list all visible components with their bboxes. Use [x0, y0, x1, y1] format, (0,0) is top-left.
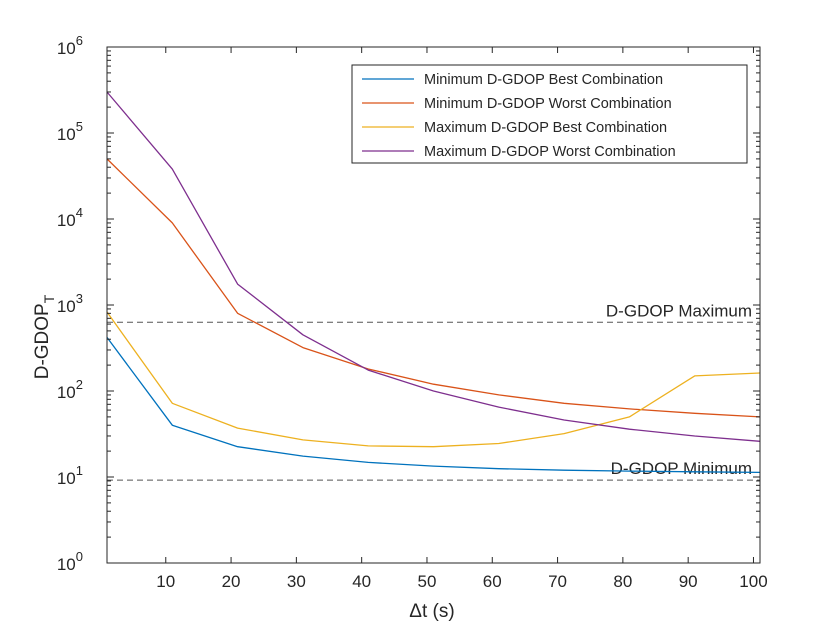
y-tick-exponent: 6 — [76, 33, 83, 48]
y-tick-exponent: 0 — [76, 549, 83, 564]
x-axis-label: Δt (s) — [409, 601, 454, 622]
y-tick-exponent: 5 — [76, 119, 83, 134]
series-line-2 — [106, 158, 761, 418]
x-tick-label: 100 — [739, 572, 767, 591]
reference-label-maximum: D-GDOP Maximum — [606, 301, 752, 320]
y-axis-label-subscript: T — [41, 294, 57, 303]
y-tick-base: 10 — [57, 469, 76, 488]
y-tick-label: 100 — [57, 549, 83, 574]
y-axis-label-main: D-GDOP — [32, 303, 53, 379]
series-line-4 — [106, 91, 761, 442]
y-axis-label: D-GDOPT — [32, 294, 57, 379]
reference-lines: D-GDOP Maximum D-GDOP Minimum — [107, 301, 760, 481]
y-tick-base: 10 — [57, 39, 76, 58]
legend-label: Maximum D-GDOP Worst Combination — [424, 144, 676, 160]
y-tick-label: 102 — [57, 377, 83, 402]
y-tick-exponent: 4 — [76, 205, 83, 220]
y-tick-base: 10 — [57, 125, 76, 144]
y-tick-base: 10 — [57, 383, 76, 402]
series-line-1 — [106, 337, 761, 474]
y-tick-label: 101 — [57, 463, 83, 488]
y-tick-exponent: 2 — [76, 377, 83, 392]
x-tick-label: 30 — [287, 572, 306, 591]
legend-label: Minimum D-GDOP Best Combination — [424, 72, 663, 88]
y-tick-exponent: 1 — [76, 463, 83, 478]
series-line-3 — [106, 311, 761, 448]
y-tick-base: 10 — [57, 211, 76, 230]
x-tick-label: 10 — [156, 572, 175, 591]
x-tick-label: 40 — [352, 572, 371, 591]
x-tick-label: 60 — [483, 572, 502, 591]
y-tick-label: 106 — [57, 33, 83, 58]
reference-label-minimum: D-GDOP Minimum — [611, 459, 752, 478]
x-tick-label: 50 — [418, 572, 437, 591]
x-tick-label: 80 — [613, 572, 632, 591]
y-tick-label: 104 — [57, 205, 83, 230]
y-tick-label: 105 — [57, 119, 83, 144]
legend-label: Maximum D-GDOP Best Combination — [424, 120, 667, 136]
y-tick-exponent: 3 — [76, 291, 83, 306]
y-tick-base: 10 — [57, 555, 76, 574]
axes: 10 20 30 40 50 60 70 80 90 1001001011021031041051… — [57, 33, 768, 591]
legend-label: Minimum D-GDOP Worst Combination — [424, 96, 672, 112]
legend: Minimum D-GDOP Best Combination Minimum D… — [351, 64, 748, 164]
x-tick-label: 90 — [679, 572, 698, 591]
x-tick-label: 70 — [548, 572, 567, 591]
legend-box — [351, 64, 748, 164]
x-tick-label: 20 — [222, 572, 241, 591]
y-tick-label: 103 — [57, 291, 83, 316]
series-lines — [106, 91, 761, 474]
y-tick-base: 10 — [57, 297, 76, 316]
